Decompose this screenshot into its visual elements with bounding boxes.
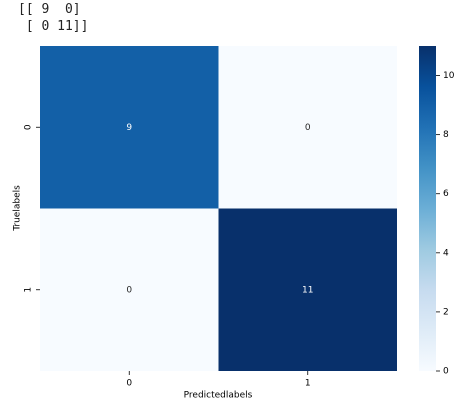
x-tick-label: 0 (126, 379, 132, 389)
colorbar-tick-label: 8 (443, 130, 449, 140)
cell-label: 0 (126, 285, 132, 295)
heatmap-cell (218, 46, 397, 209)
console-line: [[ 9 0] (18, 2, 81, 17)
y-axis-label: Truelabels (13, 185, 23, 232)
cell-label: 9 (126, 123, 132, 133)
colorbar-tick-label: 2 (443, 307, 449, 317)
cell-label: 0 (305, 123, 311, 133)
colorbar-tick-label: 0 (443, 367, 449, 377)
x-tick-label: 1 (305, 379, 311, 389)
heatmap-cell (40, 208, 219, 371)
y-tick-label: 0 (24, 124, 34, 130)
colorbar (419, 46, 436, 371)
console-line: [ 0 11]] (18, 19, 89, 34)
y-tick-label: 1 (24, 287, 34, 293)
heatmap-cell (40, 46, 219, 209)
cell-label: 11 (302, 285, 313, 295)
x-axis-label: Predictedlabels (184, 391, 253, 401)
colorbar-tick-label: 10 (443, 71, 455, 81)
colorbar-tick-label: 6 (443, 189, 449, 199)
heatmap-cell (218, 208, 397, 371)
colorbar-tick-label: 4 (443, 248, 449, 258)
